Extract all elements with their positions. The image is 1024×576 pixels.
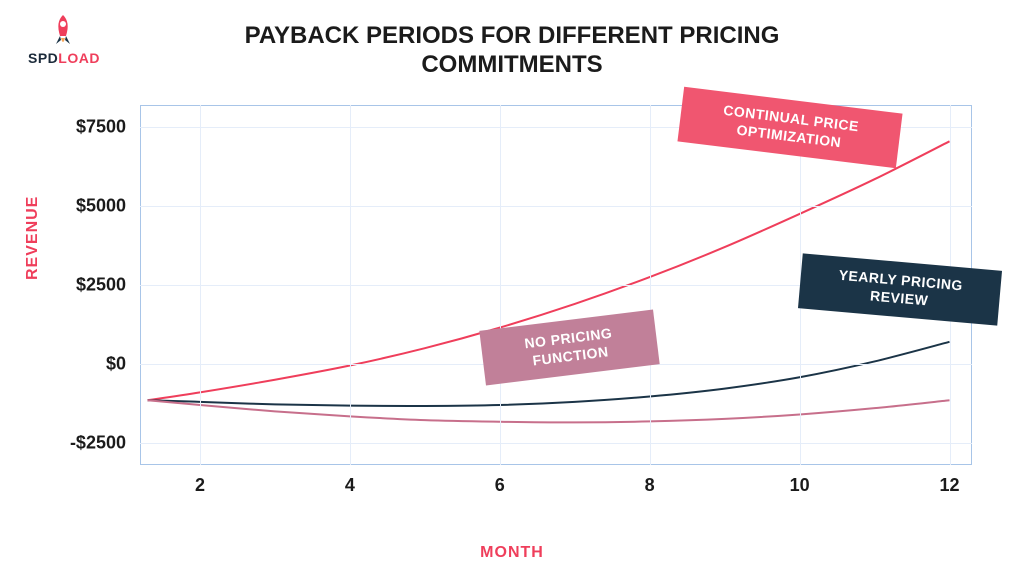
x-tick-label: 6: [495, 475, 505, 496]
y-tick-label: $7500: [76, 117, 126, 138]
x-tick-label: 2: [195, 475, 205, 496]
gridline-horizontal: [140, 443, 972, 444]
gridline-vertical: [200, 105, 201, 465]
gridline-vertical: [500, 105, 501, 465]
y-axis-label: REVENUE: [24, 196, 42, 280]
chart-title: PAYBACK PERIODS FOR DIFFERENT PRICINGCOM…: [0, 22, 1024, 80]
x-tick-label: 4: [345, 475, 355, 496]
chart-title-line: PAYBACK PERIODS FOR DIFFERENT PRICING: [0, 22, 1024, 51]
x-tick-label: 10: [790, 475, 810, 496]
gridline-horizontal: [140, 206, 972, 207]
plot-area: -$2500$0$2500$5000$750024681012CONTINUAL…: [140, 105, 972, 465]
x-tick-label: 12: [939, 475, 959, 496]
y-tick-label: $0: [106, 353, 126, 374]
x-tick-label: 8: [645, 475, 655, 496]
y-tick-label: -$2500: [70, 432, 126, 453]
chart-title-line: COMMITMENTS: [0, 51, 1024, 80]
gridline-vertical: [650, 105, 651, 465]
chart-canvas: SPDLOAD PAYBACK PERIODS FOR DIFFERENT PR…: [0, 0, 1024, 576]
gridline-vertical: [350, 105, 351, 465]
y-tick-label: $2500: [76, 275, 126, 296]
y-tick-label: $5000: [76, 196, 126, 217]
x-axis-label: MONTH: [0, 544, 1024, 562]
